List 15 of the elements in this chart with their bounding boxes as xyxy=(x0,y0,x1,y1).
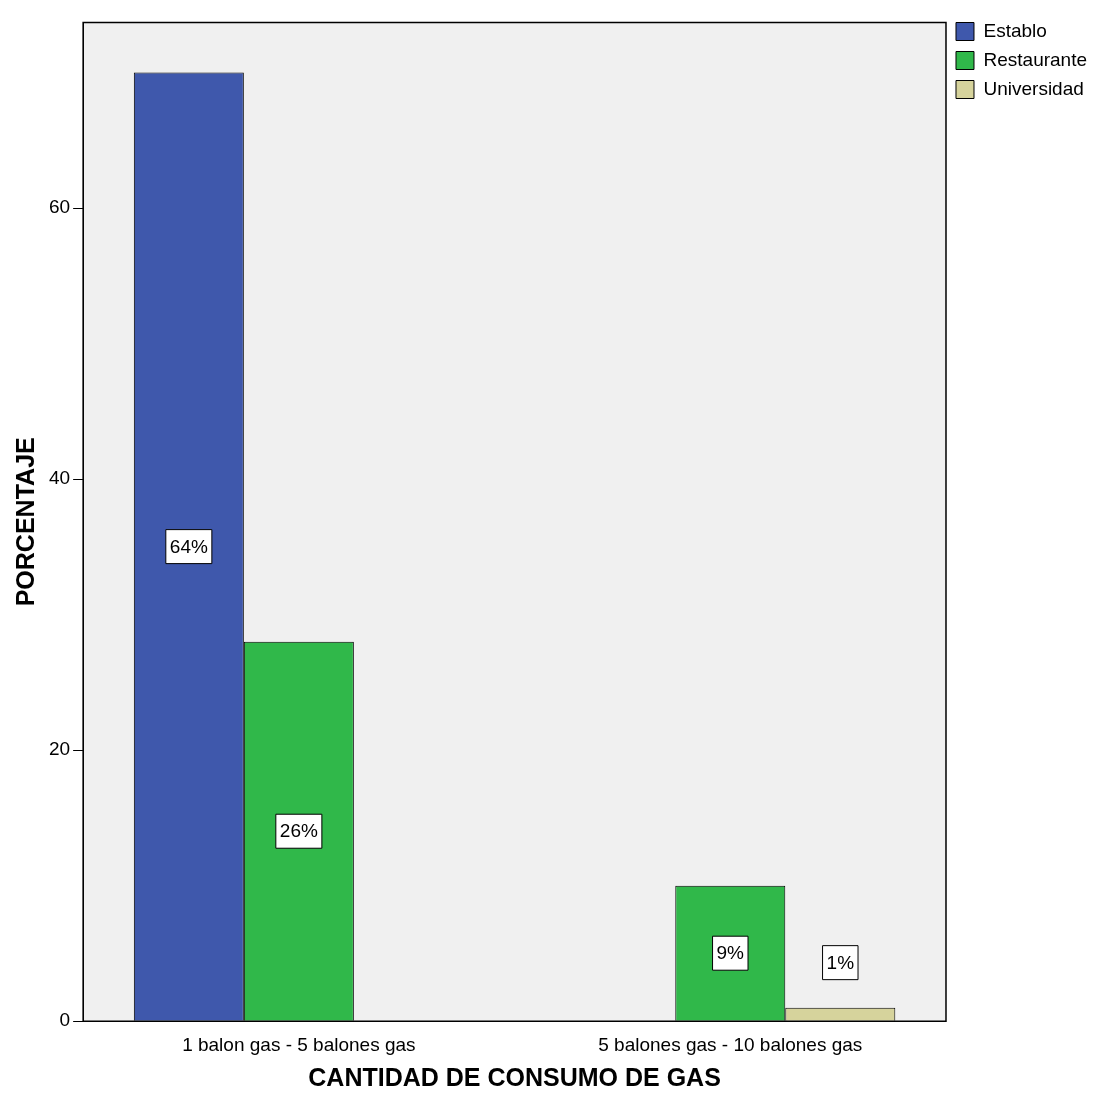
y-tick-label: 0 xyxy=(59,1009,71,1031)
annotation: 26% xyxy=(279,820,318,842)
annotation: 64% xyxy=(169,535,208,557)
y-axis-title: PORCENTAJE xyxy=(10,437,39,607)
annotation: 1% xyxy=(826,951,855,973)
x-tick-label: 1 balon gas - 5 balones gas xyxy=(182,1033,416,1055)
x-axis-title: CANTIDAD DE CONSUMO DE GAS xyxy=(308,1062,721,1091)
annotation: 9% xyxy=(716,942,745,964)
legend-label: Establo xyxy=(983,19,1047,41)
legend-label: Restaurante xyxy=(983,48,1088,70)
y-tick-label: 20 xyxy=(48,738,71,760)
y-tick-label: 60 xyxy=(48,196,71,218)
x-tick-label: 5 balones gas - 10 balones gas xyxy=(598,1033,863,1055)
y-tick-label: 40 xyxy=(48,467,71,489)
legend-label: Universidad xyxy=(983,77,1084,99)
